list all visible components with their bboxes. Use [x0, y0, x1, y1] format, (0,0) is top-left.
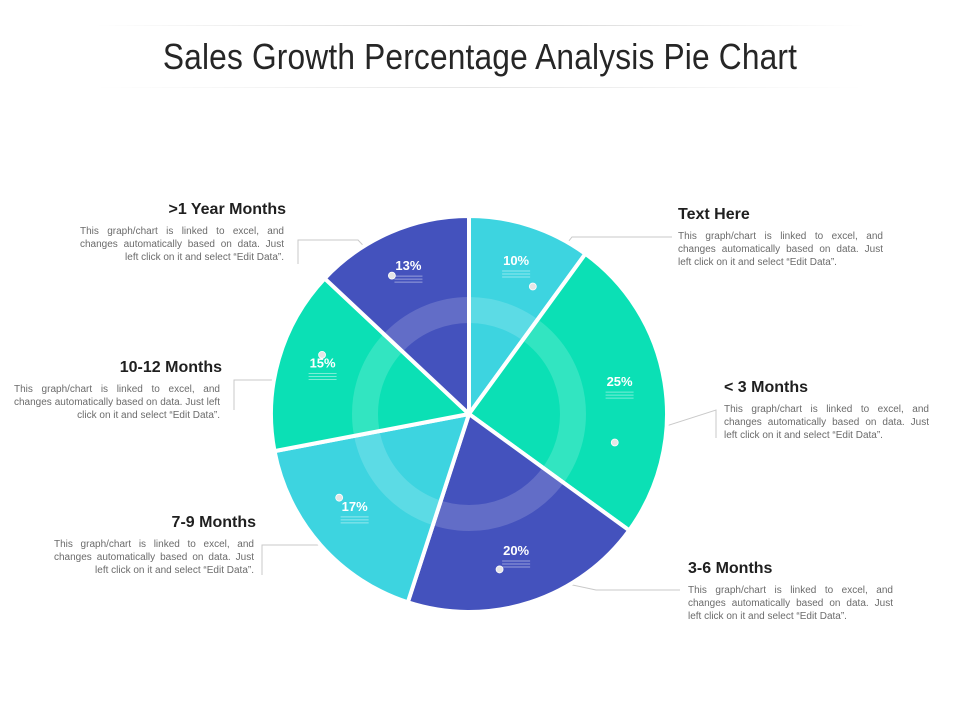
callout-text-here: Text Here This graph/chart is linked to … — [678, 206, 908, 269]
pie-slice — [272, 412, 471, 605]
chart-title: Sales Growth Percentage Analysis Pie Cha… — [162, 36, 798, 77]
callout-heading: 3-6 Months — [688, 560, 773, 577]
slice-value-label: 17% — [342, 499, 368, 514]
callout-description: This graph/chart is linked to excel, and… — [724, 404, 929, 441]
pie-slice — [467, 214, 588, 416]
connector-dots — [318, 271, 619, 574]
callout-heading: Text Here — [678, 206, 750, 223]
callout-description: This graph/chart is linked to excel, and… — [54, 539, 254, 576]
callout-description: This graph/chart is linked to excel, and… — [678, 231, 883, 268]
connector-dot — [495, 565, 504, 574]
callout-1-year-months: >1 Year Months This graph/chart is linke… — [80, 201, 286, 264]
connector-dot — [387, 271, 396, 280]
slice-value-label: 20% — [503, 543, 529, 558]
callout-10-12-months: 10-12 Months This graph/chart is linked … — [14, 359, 222, 422]
callout-description: This graph/chart is linked to excel, and… — [688, 585, 893, 622]
slice-value-label: 15% — [310, 355, 336, 370]
callout-7-9-months: 7-9 Months This graph/chart is linked to… — [54, 514, 256, 577]
slice-value-label: 13% — [395, 258, 421, 273]
inner-ring — [352, 297, 586, 531]
callout-description: This graph/chart is linked to excel, and… — [14, 384, 220, 421]
title-divider-top — [95, 25, 865, 26]
slice-value-label: 10% — [503, 253, 529, 268]
pie-slices — [269, 214, 669, 614]
slice-value-label: 25% — [607, 374, 633, 389]
callout-heading: 10-12 Months — [119, 359, 222, 376]
connector-dot — [610, 438, 619, 447]
pie-slice — [405, 412, 632, 614]
title-divider-bottom — [95, 87, 865, 88]
pie-slice — [322, 214, 471, 416]
value-labels: 10% 25% 20% 17% 15% 13% — [308, 253, 634, 568]
callout-description: This graph/chart is linked to excel, and… — [80, 226, 284, 263]
pie-slice — [467, 251, 669, 533]
connector-dot — [318, 350, 326, 359]
connector-dot — [528, 282, 537, 291]
callout-heading: >1 Year Months — [168, 201, 286, 218]
callout-heading: 7-9 Months — [171, 514, 256, 531]
callout-heading: < 3 Months — [724, 379, 809, 396]
pie-slice — [269, 276, 471, 454]
connector-dot — [335, 493, 344, 502]
callout-3-6-months: 3-6 Months This graph/chart is linked to… — [688, 560, 918, 623]
callout-less-3-months: < 3 Months This graph/chart is linked to… — [724, 379, 954, 442]
